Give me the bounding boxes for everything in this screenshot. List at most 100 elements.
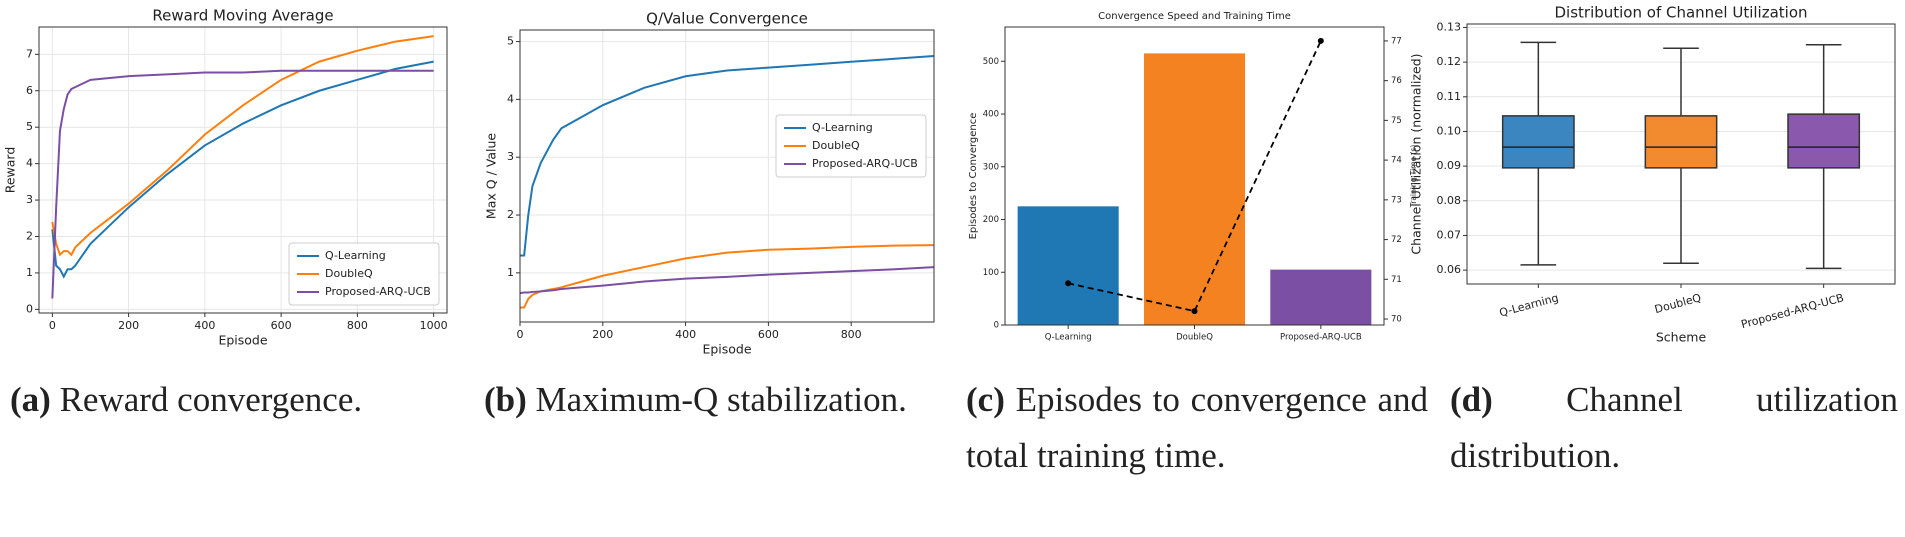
x-tick-label: 200 — [592, 328, 613, 341]
line — [51, 60, 434, 279]
caption-label: (a) — [10, 380, 51, 419]
y-tick-label: 5 — [26, 120, 33, 133]
y-tick-label: 7 — [26, 47, 33, 60]
x-axis-label: Episode — [218, 333, 267, 348]
y-tick-label: 1 — [26, 266, 33, 279]
caption-label: (b) — [484, 380, 527, 419]
plot-frame — [1466, 23, 1896, 285]
legend-label: Q-Learning — [812, 121, 873, 134]
line-marker — [1191, 308, 1198, 315]
y2-tick-label: 72 — [1391, 235, 1402, 245]
y-tick-label: 500 — [983, 57, 999, 67]
line-marker — [1065, 280, 1072, 287]
caption-text: Reward convergence. — [59, 380, 363, 419]
legend-box — [288, 242, 440, 306]
y2-tick-label: 74 — [1391, 156, 1402, 166]
chart-title: Reward Moving Average — [152, 7, 333, 25]
legend-label: DoubleQ — [812, 139, 860, 152]
caption-label: (c) — [966, 380, 1005, 419]
x-tick-label: 800 — [841, 328, 862, 341]
box — [1644, 115, 1718, 169]
chart-title: Convergence Speed and Training Time — [1098, 11, 1291, 22]
y-tick-label: 0.10 — [1437, 124, 1462, 137]
y2-tick-label: 77 — [1391, 36, 1402, 46]
y-tick-label: 1 — [507, 266, 514, 279]
box — [1787, 113, 1861, 169]
caption: (a) Reward convergence. — [10, 372, 472, 428]
bar — [1270, 269, 1372, 325]
x-tick-label: Q-Learning — [1045, 333, 1092, 343]
x-tick-label: 0 — [517, 328, 524, 341]
y2-axis-label: Training Time (s) — [1409, 145, 1418, 209]
y-tick-label: 400 — [983, 110, 999, 120]
y-tick-label: 0.09 — [1437, 159, 1462, 172]
y2-tick-label: 76 — [1391, 76, 1402, 86]
x-tick-label: 400 — [194, 319, 215, 332]
y2-tick-label: 73 — [1391, 195, 1402, 205]
y-tick-label: 0.13 — [1437, 20, 1462, 33]
x-axis-label: Episode — [702, 342, 751, 357]
caption: (d) Channel utilization distribution. — [1450, 372, 1898, 484]
caption: (c) Episodes to convergence and total tr… — [966, 372, 1428, 484]
y-axis-label: Episodes to Convergence — [968, 113, 979, 240]
y-tick-label: 2 — [507, 208, 514, 221]
y-tick-label: 4 — [507, 92, 514, 105]
y2-tick-label: 71 — [1391, 275, 1402, 285]
line-marker — [1317, 37, 1324, 44]
x-tick-label: 600 — [758, 328, 779, 341]
x-tick-label: DoubleQ — [1653, 291, 1703, 316]
caption-text: Channel utilization distribution. — [1450, 380, 1898, 475]
y-tick-label: 3 — [507, 150, 514, 163]
x-tick-label: 400 — [675, 328, 696, 341]
y-axis-label: Max Q / Value — [484, 133, 499, 219]
line — [519, 266, 935, 295]
plot-frame — [1004, 26, 1385, 326]
legend-box — [775, 114, 927, 178]
y2-tick-label: 70 — [1391, 315, 1402, 325]
y-axis-label: Reward — [3, 147, 18, 194]
y-tick-label: 300 — [983, 162, 999, 172]
y-tick-label: 4 — [26, 157, 33, 170]
y-tick-label: 5 — [507, 35, 514, 48]
y-axis-label: Channel Utilization (normalized) — [1409, 53, 1424, 254]
y-tick-label: 0.07 — [1437, 228, 1462, 241]
line — [51, 35, 434, 257]
line — [1067, 40, 1322, 313]
caption: (b) Maximum-Q stabilization. — [484, 372, 944, 428]
y-tick-label: 0.06 — [1437, 263, 1462, 276]
line — [51, 69, 434, 299]
chart-title: Distribution of Channel Utilization — [1554, 4, 1807, 22]
x-tick-label: 800 — [347, 319, 368, 332]
y-tick-label: 200 — [983, 215, 999, 225]
x-tick-label: 0 — [49, 319, 56, 332]
y-tick-label: 0.12 — [1437, 55, 1462, 68]
caption-text: Episodes to convergence and total traini… — [966, 380, 1428, 475]
chart-title: Q/Value Convergence — [646, 10, 808, 28]
y-tick-label: 2 — [26, 229, 33, 242]
legend-label: Proposed-ARQ-UCB — [325, 285, 431, 298]
y-tick-label: 6 — [26, 84, 33, 97]
figure: Reward Moving Average 0 1 2 3 4 5 6 7 Reward Episo… — [3, 4, 1896, 357]
legend-label: DoubleQ — [325, 267, 373, 280]
bar — [1017, 206, 1119, 325]
legend-label: Proposed-ARQ-UCB — [812, 157, 918, 170]
plot-frame — [519, 29, 935, 323]
y-tick-label: 0 — [994, 321, 999, 331]
x-tick-label: Proposed-ARQ-UCB — [1280, 333, 1362, 343]
y-tick-label: 0.08 — [1437, 194, 1462, 207]
x-tick-label: DoubleQ — [1176, 333, 1213, 343]
bar — [1143, 53, 1246, 326]
y2-tick-label: 75 — [1391, 116, 1402, 126]
x-tick-label: 600 — [271, 319, 292, 332]
box — [1501, 115, 1575, 169]
line — [520, 244, 935, 309]
y-tick-label: 0.11 — [1437, 90, 1462, 103]
caption-label: (d) — [1450, 380, 1493, 419]
y-tick-label: 0 — [26, 302, 33, 315]
plot-frame — [38, 26, 448, 314]
y-tick-label: 100 — [983, 268, 999, 278]
x-axis-label: Scheme — [1656, 330, 1707, 345]
x-tick-label: 200 — [118, 319, 139, 332]
x-tick-label: Proposed-ARQ-UCB — [1740, 291, 1846, 331]
